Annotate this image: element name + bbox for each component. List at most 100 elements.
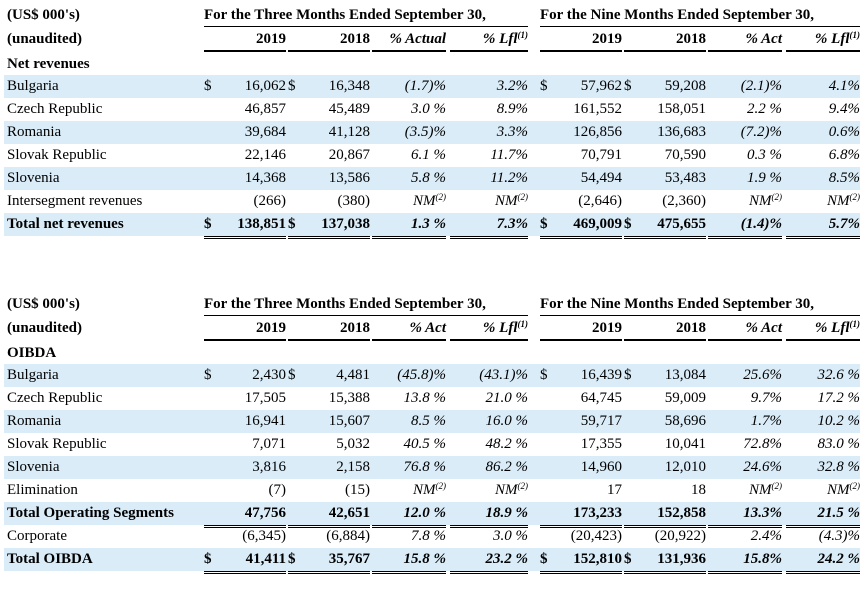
footnote-marker: (1) xyxy=(849,319,861,329)
cell-value: NM xyxy=(827,482,850,498)
table-cell: 0.6% xyxy=(786,121,860,144)
table-cell: 58,696 xyxy=(624,410,706,433)
three-months-header: For the Three Months Ended September 30, xyxy=(204,293,528,316)
table-row: Slovak Republic 7,071 5,032 40.5 % 48.2 % 17,… xyxy=(4,433,860,456)
cell-value: 14,368 xyxy=(244,170,286,186)
cell-value: (2.1)% xyxy=(740,78,782,94)
table-cell: NM(2) xyxy=(708,479,782,502)
table-cell: 21.5 % xyxy=(786,502,860,528)
cell-value: 16,348 xyxy=(328,78,370,94)
column-header-text: % Lfl xyxy=(814,320,850,336)
cell-value: (2,646) xyxy=(578,193,622,209)
column-header: % Lfl(1) xyxy=(786,317,860,341)
cell-value: 12,010 xyxy=(664,459,706,475)
cell-value: 7,071 xyxy=(252,436,286,452)
cell-value: 469,009 xyxy=(573,216,622,232)
row-label: Corporate xyxy=(7,528,67,544)
column-header: 2018 xyxy=(624,317,706,341)
cell-value: 2.4% xyxy=(750,528,782,544)
cell-value: 8.9% xyxy=(496,101,528,117)
table-cell: (1.4)% xyxy=(708,213,782,239)
column-header-text: 2018 xyxy=(676,320,706,336)
column-header-text: 2019 xyxy=(256,320,286,336)
cell-value: 23.2 % xyxy=(485,551,529,567)
cell-value: 39,684 xyxy=(244,124,286,140)
cell-value: 17,355 xyxy=(580,436,622,452)
table-cell: 131,936 xyxy=(624,548,706,574)
cell-value: 3.0 % xyxy=(411,101,446,117)
oibda-table: (US$ 000's) For the Three Months Ended Se… xyxy=(4,293,861,574)
cell-value: 15.8 % xyxy=(403,551,447,567)
footnote-marker: (1) xyxy=(849,30,861,40)
table-cell: 72.8% xyxy=(708,433,782,456)
cell-value: (6,884) xyxy=(326,528,370,544)
row-label: Czech Republic xyxy=(7,390,103,406)
currency-symbol: $ xyxy=(540,216,548,232)
cell-value: 4,481 xyxy=(336,367,370,383)
currency-symbol: $ xyxy=(204,78,212,94)
table-cell: 5.8 % xyxy=(372,167,446,190)
cell-value: 2.2 % xyxy=(747,101,782,117)
column-header: % Act xyxy=(372,317,446,341)
total-row: Total net revenues $138,851 $137,038 1.3 % 7… xyxy=(4,213,860,239)
column-header-text: 2018 xyxy=(340,31,370,47)
currency-symbol: $ xyxy=(204,216,212,232)
cell-value: 6.8% xyxy=(828,147,860,163)
cell-value: 16,062 xyxy=(244,78,286,94)
cell-value: 1.7% xyxy=(750,413,782,429)
column-header-text: 2018 xyxy=(676,31,706,47)
column-header: 2019 xyxy=(204,28,286,52)
table-cell: 2.2 % xyxy=(708,98,782,121)
cell-value: 5,032 xyxy=(336,436,370,452)
table-cell: 7,071 xyxy=(204,433,286,456)
cell-value: 15,607 xyxy=(328,413,370,429)
table-cell: 23.2 % xyxy=(450,548,528,574)
cell-value: 10,041 xyxy=(664,436,706,452)
row-label: Slovenia xyxy=(7,459,60,475)
footnote-marker: (2) xyxy=(435,481,447,491)
table-cell: 47,756 xyxy=(204,502,286,528)
table-cell: 12,010 xyxy=(624,456,706,479)
cell-value: (4.3)% xyxy=(818,528,860,544)
table-cell: 152,810 xyxy=(540,548,622,574)
table-cell: 4.1% xyxy=(786,75,860,98)
table-row: Slovenia 14,368 13,586 5.8 % 11.2% 54,494 53,4… xyxy=(4,167,860,190)
table-cell: 45,489 xyxy=(288,98,370,121)
table-cell: (6,884) xyxy=(288,525,370,548)
column-header-text: % Lfl xyxy=(482,320,518,336)
table-cell: 138,851 xyxy=(204,213,286,239)
table-cell: 17,505 xyxy=(204,387,286,410)
row-label: Romania xyxy=(7,124,62,140)
cell-value: 41,128 xyxy=(328,124,370,140)
cell-value: 3.2% xyxy=(496,78,528,94)
cell-value: 35,767 xyxy=(328,551,370,567)
column-header-text: % Act xyxy=(409,320,446,336)
table-cell: 126,856 xyxy=(540,121,622,144)
row-label: Romania xyxy=(7,413,62,429)
cell-value: 59,717 xyxy=(580,413,622,429)
table-cell: 20,867 xyxy=(288,144,370,167)
table-cell: 13.3% xyxy=(708,502,782,528)
table-cell: 9.7% xyxy=(708,387,782,410)
cell-value: (7.2)% xyxy=(740,124,782,140)
unaudited-label: (unaudited) xyxy=(7,320,83,336)
table-cell: 12.0 % xyxy=(372,502,446,528)
cell-value: 173,233 xyxy=(573,505,622,521)
cell-value: (266) xyxy=(253,193,287,209)
table-row: Intersegment revenues (266) (380) NM(2) NM(2… xyxy=(4,190,860,213)
cell-value: 16,439 xyxy=(580,367,622,383)
cell-value: 72.8% xyxy=(743,436,782,452)
column-header-text: % Actual xyxy=(389,31,446,47)
table-cell: 173,233 xyxy=(540,502,622,528)
column-header: 2019 xyxy=(204,317,286,341)
footnote-marker: (2) xyxy=(849,192,861,202)
column-header: 2018 xyxy=(288,28,370,52)
currency-symbol: $ xyxy=(288,78,296,94)
column-header: % Lfl(1) xyxy=(450,28,528,52)
table-cell: 7.3% xyxy=(450,213,528,239)
table-cell: 11.2% xyxy=(450,167,528,190)
currency-symbol: $ xyxy=(624,216,632,232)
footnote-marker: (2) xyxy=(849,481,861,491)
table-cell: (15) xyxy=(288,479,370,502)
table-cell: 9.4% xyxy=(786,98,860,121)
